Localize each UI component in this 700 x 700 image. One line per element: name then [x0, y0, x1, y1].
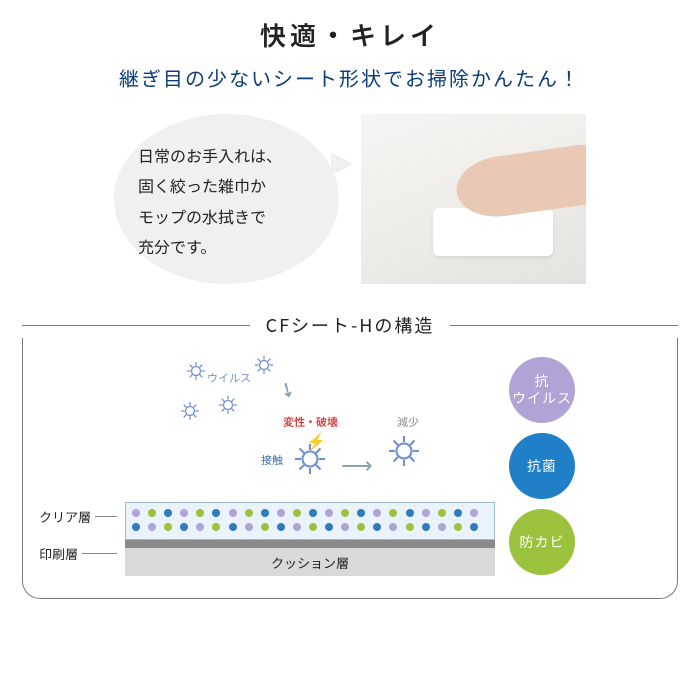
page-subtitle: 継ぎ目の少ないシート形状でお掃除かんたん！ — [22, 63, 678, 92]
layer-dot — [438, 509, 446, 517]
layer-dot — [357, 509, 365, 517]
layer-dot — [229, 509, 237, 517]
arrow-curve: ➘ — [274, 372, 303, 405]
print-layer — [125, 540, 495, 548]
feature-badge: 抗菌 — [509, 433, 575, 499]
layer-dot — [470, 509, 478, 517]
layer-dot — [454, 509, 462, 517]
virus-icon — [219, 396, 237, 414]
layer-labels: クリア層 印刷層 — [39, 359, 117, 573]
layer-dot — [180, 509, 188, 517]
layer-dot — [389, 523, 397, 531]
layer-dot — [389, 509, 397, 517]
layer-dot — [309, 523, 317, 531]
layer-dot — [325, 523, 333, 531]
layer-dot — [341, 509, 349, 517]
panel-title: CFシート-Hの構造 — [266, 312, 435, 338]
layer-dot — [309, 509, 317, 517]
layer-dot — [357, 523, 365, 531]
layer-dot — [229, 523, 237, 531]
cushion-layer: クッション層 — [125, 548, 495, 576]
label-contact: 接触 — [261, 452, 283, 468]
layer-dot — [406, 509, 414, 517]
speech-bubble: 日常のお手入れは、固く絞った雑巾かモップの水拭きで充分です。 — [114, 114, 339, 284]
layer-dot — [148, 509, 156, 517]
layer-dot — [373, 509, 381, 517]
layer-dot — [132, 509, 140, 517]
layer-dot — [422, 523, 430, 531]
label-cushion-layer: クッション層 — [271, 553, 349, 572]
layer-dot — [277, 509, 285, 517]
layer-dot — [325, 509, 333, 517]
virus-icon — [187, 362, 205, 380]
badge-column: 抗ウイルス抗菌防カビ — [509, 357, 575, 575]
clear-layer — [125, 502, 495, 540]
layer-stack: クッション層 — [125, 502, 495, 576]
layer-dot — [261, 523, 269, 531]
structure-diagram: ウイルス ➘ 変性・破壊 ⚡ 接触 ⟶ — [125, 356, 495, 576]
layer-dot — [373, 523, 381, 531]
page-title: 快適・キレイ — [22, 16, 678, 53]
layer-dot — [196, 509, 204, 517]
layer-dot — [406, 523, 414, 531]
layer-dot — [261, 509, 269, 517]
virus-main-icon — [295, 444, 325, 474]
layer-dot — [164, 509, 172, 517]
layer-dot — [245, 509, 253, 517]
layer-dot — [422, 509, 430, 517]
virus-icon — [255, 356, 273, 374]
bubble-text: 日常のお手入れは、固く絞った雑巾かモップの水拭きで充分です。 — [138, 143, 282, 258]
layer-dot — [212, 509, 220, 517]
layer-dot — [180, 523, 188, 531]
virus-icon — [181, 402, 199, 420]
label-clear-layer: クリア層 — [39, 507, 91, 526]
layer-dot — [132, 523, 140, 531]
layer-dot — [438, 523, 446, 531]
feature-badge: 防カビ — [509, 509, 575, 575]
layer-dot — [164, 523, 172, 531]
layer-dot — [293, 523, 301, 531]
cleaning-photo — [361, 114, 586, 284]
layer-dot — [454, 523, 462, 531]
label-print-layer: 印刷層 — [39, 544, 78, 563]
layer-dot — [277, 523, 285, 531]
layer-dot — [341, 523, 349, 531]
label-virus: ウイルス — [207, 370, 251, 386]
layer-dot — [470, 523, 478, 531]
arrow-right-icon: ⟶ — [341, 448, 371, 480]
layer-dot — [212, 523, 220, 531]
structure-panel: CFシート-Hの構造 クリア層 印刷層 — [22, 312, 678, 599]
layer-dot — [245, 523, 253, 531]
label-reduce: 減少 — [397, 414, 419, 430]
layer-dot — [293, 509, 301, 517]
layer-dot — [148, 523, 156, 531]
hero-row: 日常のお手入れは、固く絞った雑巾かモップの水拭きで充分です。 — [22, 114, 678, 284]
feature-badge: 抗ウイルス — [509, 357, 575, 423]
layer-dot — [196, 523, 204, 531]
virus-faded-icon — [389, 436, 419, 466]
